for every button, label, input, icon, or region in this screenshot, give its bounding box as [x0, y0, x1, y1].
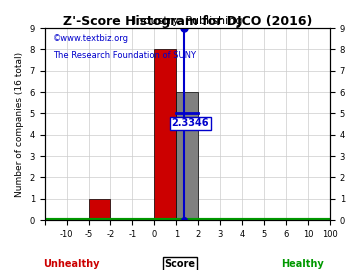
Text: 2.3346: 2.3346: [172, 118, 209, 128]
Text: ©www.textbiz.org: ©www.textbiz.org: [53, 34, 129, 43]
Text: The Research Foundation of SUNY: The Research Foundation of SUNY: [53, 51, 196, 60]
Bar: [89, 199, 111, 220]
Text: Score: Score: [165, 259, 195, 269]
Text: Healthy: Healthy: [281, 259, 324, 269]
Bar: [154, 49, 176, 220]
Bar: [176, 92, 198, 220]
Y-axis label: Number of companies (16 total): Number of companies (16 total): [15, 52, 24, 197]
Text: Industry: Publishing: Industry: Publishing: [132, 16, 242, 26]
Text: Unhealthy: Unhealthy: [43, 259, 100, 269]
Title: Z'-Score Histogram for DJCO (2016): Z'-Score Histogram for DJCO (2016): [63, 15, 312, 28]
